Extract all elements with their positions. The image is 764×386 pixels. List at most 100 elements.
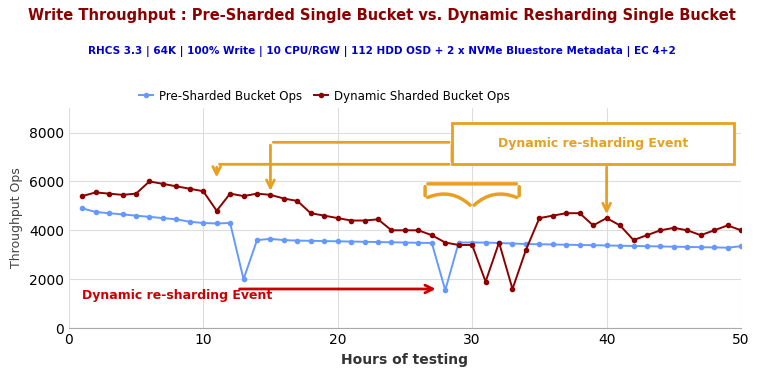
- Dynamic Sharded Bucket Ops: [266, 193, 275, 197]
- Dynamic Sharded Bucket Ops: [427, 233, 436, 237]
- Text: Dynamic re-sharding Event: Dynamic re-sharding Event: [83, 289, 273, 301]
- Dynamic Sharded Bucket Ops: [91, 190, 100, 195]
- Pre-Sharded Bucket Ops: [387, 240, 396, 245]
- Pre-Sharded Bucket Ops: [602, 243, 611, 248]
- Dynamic Sharded Bucket Ops: [669, 225, 678, 230]
- Pre-Sharded Bucket Ops: [131, 213, 141, 218]
- Dynamic Sharded Bucket Ops: [723, 223, 732, 228]
- Pre-Sharded Bucket Ops: [239, 277, 248, 281]
- Text: Dynamic re-sharding Event: Dynamic re-sharding Event: [498, 137, 688, 150]
- Dynamic Sharded Bucket Ops: [172, 184, 181, 189]
- Dynamic Sharded Bucket Ops: [468, 243, 477, 247]
- Pre-Sharded Bucket Ops: [643, 244, 652, 249]
- Pre-Sharded Bucket Ops: [374, 240, 383, 244]
- Dynamic Sharded Bucket Ops: [521, 247, 530, 252]
- Pre-Sharded Bucket Ops: [225, 221, 235, 225]
- Text: RHCS 3.3 | 64K | 100% Write | 10 CPU/RGW | 112 HDD OSD + 2 x NVMe Bluestore Meta: RHCS 3.3 | 64K | 100% Write | 10 CPU/RGW…: [88, 46, 676, 57]
- Pre-Sharded Bucket Ops: [629, 244, 638, 248]
- Pre-Sharded Bucket Ops: [588, 243, 597, 247]
- Pre-Sharded Bucket Ops: [468, 240, 477, 245]
- Pre-Sharded Bucket Ops: [118, 212, 127, 217]
- Dynamic Sharded Bucket Ops: [508, 287, 517, 291]
- Pre-Sharded Bucket Ops: [280, 238, 289, 242]
- Pre-Sharded Bucket Ops: [494, 241, 503, 245]
- Dynamic Sharded Bucket Ops: [616, 223, 625, 228]
- Pre-Sharded Bucket Ops: [333, 239, 342, 244]
- Pre-Sharded Bucket Ops: [616, 244, 625, 248]
- Pre-Sharded Bucket Ops: [172, 217, 181, 222]
- Dynamic Sharded Bucket Ops: [562, 211, 571, 215]
- Dynamic Sharded Bucket Ops: [239, 194, 248, 198]
- Pre-Sharded Bucket Ops: [710, 245, 719, 250]
- Text: Write Throughput : Pre-Sharded Single Bucket vs. Dynamic Resharding Single Bucke: Write Throughput : Pre-Sharded Single Bu…: [28, 8, 736, 23]
- Dynamic Sharded Bucket Ops: [602, 216, 611, 220]
- Dynamic Sharded Bucket Ops: [360, 218, 369, 223]
- Pre-Sharded Bucket Ops: [508, 241, 517, 246]
- Dynamic Sharded Bucket Ops: [306, 211, 316, 215]
- Pre-Sharded Bucket Ops: [347, 239, 356, 244]
- Pre-Sharded Bucket Ops: [696, 245, 705, 249]
- Legend: Pre-Sharded Bucket Ops, Dynamic Sharded Bucket Ops: Pre-Sharded Bucket Ops, Dynamic Sharded …: [134, 85, 514, 108]
- Pre-Sharded Bucket Ops: [521, 242, 530, 246]
- Dynamic Sharded Bucket Ops: [78, 194, 87, 198]
- Pre-Sharded Bucket Ops: [252, 238, 261, 242]
- Dynamic Sharded Bucket Ops: [629, 238, 638, 242]
- Pre-Sharded Bucket Ops: [683, 245, 692, 249]
- Dynamic Sharded Bucket Ops: [549, 213, 558, 218]
- Dynamic Sharded Bucket Ops: [696, 233, 705, 237]
- Dynamic Sharded Bucket Ops: [131, 191, 141, 196]
- Pre-Sharded Bucket Ops: [78, 206, 87, 211]
- Dynamic Sharded Bucket Ops: [347, 218, 356, 223]
- Pre-Sharded Bucket Ops: [212, 221, 222, 226]
- Dynamic Sharded Bucket Ops: [414, 228, 423, 233]
- Dynamic Sharded Bucket Ops: [252, 191, 261, 196]
- Pre-Sharded Bucket Ops: [266, 237, 275, 241]
- Dynamic Sharded Bucket Ops: [494, 240, 503, 245]
- Pre-Sharded Bucket Ops: [441, 288, 450, 293]
- Dynamic Sharded Bucket Ops: [387, 228, 396, 233]
- Pre-Sharded Bucket Ops: [723, 245, 732, 250]
- Pre-Sharded Bucket Ops: [549, 242, 558, 247]
- Pre-Sharded Bucket Ops: [105, 211, 114, 215]
- Dynamic Sharded Bucket Ops: [683, 228, 692, 233]
- Pre-Sharded Bucket Ops: [400, 240, 410, 245]
- Dynamic Sharded Bucket Ops: [481, 279, 490, 284]
- Pre-Sharded Bucket Ops: [575, 243, 584, 247]
- Dynamic Sharded Bucket Ops: [158, 181, 167, 186]
- Pre-Sharded Bucket Ops: [535, 242, 544, 247]
- Dynamic Sharded Bucket Ops: [185, 186, 194, 191]
- Dynamic Sharded Bucket Ops: [199, 189, 208, 193]
- Pre-Sharded Bucket Ops: [454, 240, 463, 245]
- Pre-Sharded Bucket Ops: [656, 244, 665, 249]
- Pre-Sharded Bucket Ops: [562, 242, 571, 247]
- Line: Pre-Sharded Bucket Ops: Pre-Sharded Bucket Ops: [80, 206, 743, 292]
- Dynamic Sharded Bucket Ops: [736, 228, 746, 233]
- Dynamic Sharded Bucket Ops: [710, 228, 719, 233]
- Dynamic Sharded Bucket Ops: [319, 213, 329, 218]
- Line: Dynamic Sharded Bucket Ops: Dynamic Sharded Bucket Ops: [80, 179, 743, 291]
- Pre-Sharded Bucket Ops: [158, 216, 167, 220]
- Dynamic Sharded Bucket Ops: [118, 193, 127, 197]
- Pre-Sharded Bucket Ops: [414, 240, 423, 245]
- Dynamic Sharded Bucket Ops: [575, 211, 584, 215]
- Pre-Sharded Bucket Ops: [293, 238, 302, 243]
- Dynamic Sharded Bucket Ops: [225, 191, 235, 196]
- Pre-Sharded Bucket Ops: [427, 241, 436, 245]
- Dynamic Sharded Bucket Ops: [454, 243, 463, 247]
- Dynamic Sharded Bucket Ops: [212, 208, 222, 213]
- Dynamic Sharded Bucket Ops: [333, 216, 342, 220]
- Y-axis label: Throughput Ops: Throughput Ops: [10, 168, 23, 269]
- Pre-Sharded Bucket Ops: [185, 219, 194, 224]
- X-axis label: Hours of testing: Hours of testing: [342, 352, 468, 367]
- Dynamic Sharded Bucket Ops: [441, 240, 450, 245]
- Dynamic Sharded Bucket Ops: [535, 216, 544, 220]
- Pre-Sharded Bucket Ops: [145, 215, 154, 219]
- Pre-Sharded Bucket Ops: [736, 244, 746, 249]
- Pre-Sharded Bucket Ops: [319, 239, 329, 244]
- Dynamic Sharded Bucket Ops: [656, 228, 665, 233]
- Dynamic Sharded Bucket Ops: [280, 196, 289, 201]
- Dynamic Sharded Bucket Ops: [145, 179, 154, 184]
- Pre-Sharded Bucket Ops: [306, 239, 316, 243]
- Dynamic Sharded Bucket Ops: [293, 199, 302, 203]
- Dynamic Sharded Bucket Ops: [105, 191, 114, 196]
